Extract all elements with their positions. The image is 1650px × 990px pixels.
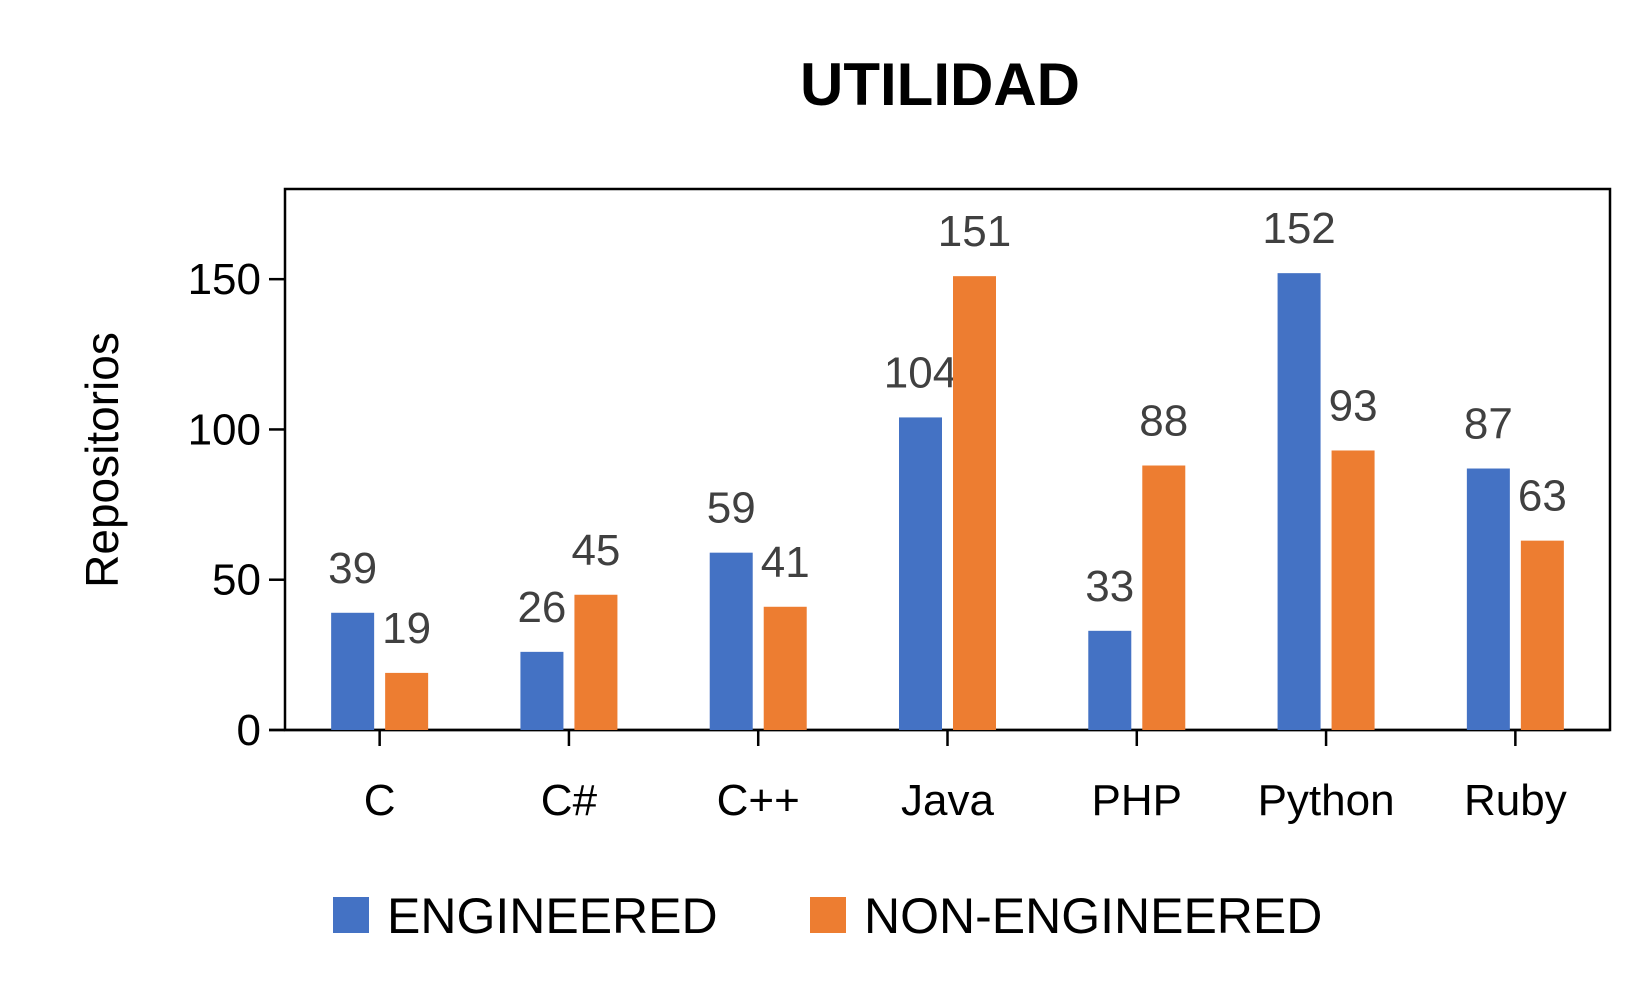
x-tick-label: C# (541, 776, 598, 825)
x-tick-label: C++ (717, 776, 800, 825)
bar (1088, 630, 1132, 730)
y-axis-label: Repositorios (76, 332, 128, 588)
legend-label: ENGINEERED (387, 888, 718, 944)
bar (385, 672, 429, 730)
y-tick-label: 100 (188, 405, 261, 454)
x-tick-label: Ruby (1464, 776, 1567, 825)
bar (1466, 468, 1510, 730)
data-label: 88 (1139, 397, 1188, 446)
bar (709, 552, 753, 730)
plot-area-frame (283, 187, 1612, 732)
y-tick-label: 0 (237, 706, 261, 755)
x-tick-label: C (364, 776, 396, 825)
data-label: 41 (761, 538, 810, 587)
legend-swatch (810, 897, 846, 933)
data-label: 63 (1518, 472, 1567, 521)
x-tick-label: PHP (1092, 776, 1182, 825)
data-label: 152 (1262, 204, 1335, 253)
chart-title: UTILIDAD (800, 51, 1080, 118)
data-label: 45 (571, 526, 620, 575)
legend-label: NON-ENGINEERED (864, 888, 1322, 944)
bar (520, 651, 564, 730)
bar (1520, 540, 1564, 730)
bar (331, 612, 375, 730)
bar (953, 276, 996, 730)
bar (1142, 465, 1186, 730)
data-label: 19 (382, 604, 431, 653)
data-label: 26 (517, 583, 566, 632)
data-label: 33 (1085, 562, 1134, 611)
data-label: 87 (1464, 400, 1513, 449)
data-label: 151 (938, 207, 1011, 256)
bar (1331, 450, 1375, 730)
x-tick-label: Python (1258, 776, 1395, 825)
data-label: 39 (328, 544, 377, 593)
bar (1277, 273, 1321, 730)
data-label: 93 (1329, 381, 1378, 430)
y-tick-label: 50 (212, 556, 261, 605)
data-label: 104 (884, 348, 957, 397)
bar (574, 594, 618, 730)
x-tick-label: Java (901, 776, 994, 825)
legend-swatch (333, 897, 369, 933)
data-label: 59 (707, 484, 756, 533)
bar (899, 417, 942, 730)
legend: ENGINEERED NON-ENGINEERED (333, 888, 1322, 944)
bar (763, 606, 807, 730)
y-tick-label: 150 (188, 255, 261, 304)
